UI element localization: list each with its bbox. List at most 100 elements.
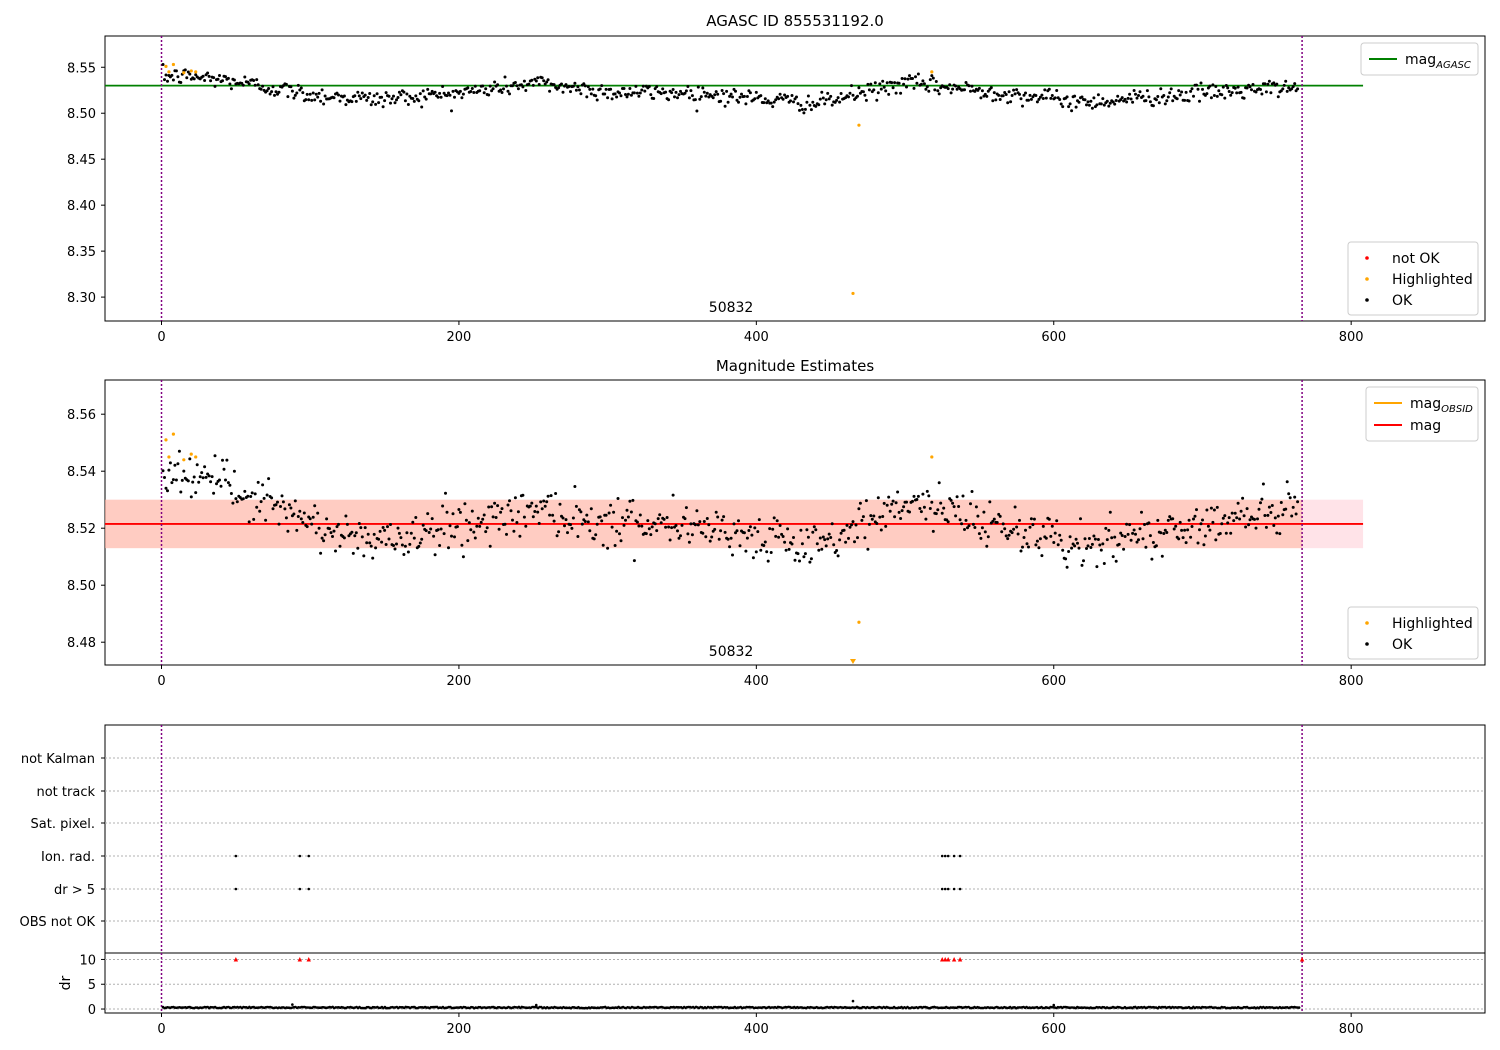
ok-point — [656, 517, 660, 521]
ok-point — [1104, 526, 1108, 530]
legend-label: Highlighted — [1392, 272, 1473, 288]
agasc-magnitude-panel: AGASC ID 855531192.0 0 200 400 600 800 8.30 8… — [67, 12, 1486, 345]
ok-point — [167, 468, 171, 472]
ok-point — [1269, 511, 1273, 514]
ok-point — [270, 90, 274, 94]
ok-point — [1264, 90, 1268, 94]
ok-point — [1134, 532, 1137, 536]
ok-point — [267, 477, 271, 481]
ok-point — [790, 542, 794, 546]
ok-point — [508, 499, 511, 503]
ok-point — [519, 83, 523, 87]
ok-point — [491, 515, 495, 519]
ok-point — [948, 83, 952, 87]
ok-point — [647, 85, 651, 88]
ok-point — [747, 529, 751, 532]
ok-point — [667, 98, 671, 102]
y-tick-label: 8.48 — [67, 636, 96, 651]
ok-point — [509, 509, 513, 513]
ok-point — [161, 469, 165, 473]
dr-clipped-marker — [951, 956, 957, 962]
ok-point — [869, 82, 873, 86]
ok-point — [946, 87, 950, 91]
ok-point — [433, 90, 437, 94]
ok-point — [713, 527, 717, 531]
dr-tick-label: 0 — [88, 1003, 96, 1018]
ok-point — [365, 541, 369, 545]
ok-point — [1291, 85, 1295, 89]
ok-point — [1278, 532, 1282, 536]
ok-point — [652, 97, 656, 100]
ok-point — [247, 520, 251, 524]
ok-point — [927, 89, 931, 93]
ok-point — [934, 80, 938, 83]
ok-point — [569, 523, 572, 527]
ok-point — [1083, 98, 1087, 102]
ok-point — [481, 517, 485, 521]
ok-point — [1022, 93, 1026, 97]
ok-point — [216, 77, 220, 81]
ok-point — [609, 87, 613, 91]
highlighted-point — [164, 438, 168, 442]
ok-point — [964, 81, 968, 84]
ok-point — [1025, 542, 1029, 546]
ok-point — [931, 76, 935, 80]
ok-point — [1145, 89, 1149, 93]
ok-point — [1235, 516, 1239, 520]
ok-point — [737, 100, 740, 104]
highlighted-point — [189, 452, 193, 456]
ok-point — [705, 517, 709, 520]
flag-point — [940, 854, 944, 858]
ok-point — [671, 493, 675, 497]
highlighted-point — [851, 291, 855, 296]
ok-point — [1290, 514, 1294, 518]
ok-point — [522, 515, 526, 519]
ok-point — [311, 91, 315, 95]
ok-point — [405, 531, 409, 535]
ok-point — [314, 531, 318, 535]
y-tick-label: 8.45 — [67, 153, 96, 168]
ok-point — [1203, 534, 1207, 538]
ok-point — [182, 469, 186, 473]
flag-point — [952, 854, 956, 858]
ok-point — [921, 492, 925, 496]
ok-point — [783, 540, 787, 544]
ok-point — [612, 510, 616, 514]
ok-point — [177, 449, 181, 453]
ok-point — [824, 98, 828, 102]
ok-point — [311, 515, 315, 519]
ok-point — [1053, 531, 1057, 535]
ok-point — [1288, 496, 1292, 500]
ok-point — [638, 91, 642, 95]
ok-point — [444, 491, 447, 495]
ok-point — [577, 88, 581, 92]
highlighted-point — [171, 62, 176, 67]
ok-point — [1006, 537, 1010, 541]
ok-point — [1015, 525, 1019, 529]
ok-point — [817, 103, 821, 107]
ok-point — [524, 524, 528, 528]
dr-point — [1297, 1006, 1301, 1009]
ok-point — [351, 551, 355, 555]
x-tick-label: 200 — [447, 330, 472, 345]
ok-point — [931, 529, 935, 533]
ok-point — [271, 85, 275, 89]
ok-point — [707, 523, 711, 527]
ok-point — [283, 507, 287, 511]
ok-point — [936, 89, 940, 93]
ok-point — [766, 559, 770, 563]
ok-point — [610, 525, 614, 529]
highlighted-point — [167, 70, 171, 74]
ok-point — [1290, 87, 1294, 91]
ok-point — [887, 495, 891, 499]
ok-point — [319, 99, 323, 103]
x-tick-label: 800 — [1339, 674, 1364, 689]
ok-point — [872, 88, 876, 92]
ok-point — [976, 514, 980, 518]
ok-point — [374, 546, 378, 550]
ok-point — [332, 529, 336, 533]
ok-point — [161, 63, 165, 66]
ok-point — [826, 91, 830, 95]
ok-point — [995, 521, 999, 524]
ok-point — [1242, 96, 1246, 100]
